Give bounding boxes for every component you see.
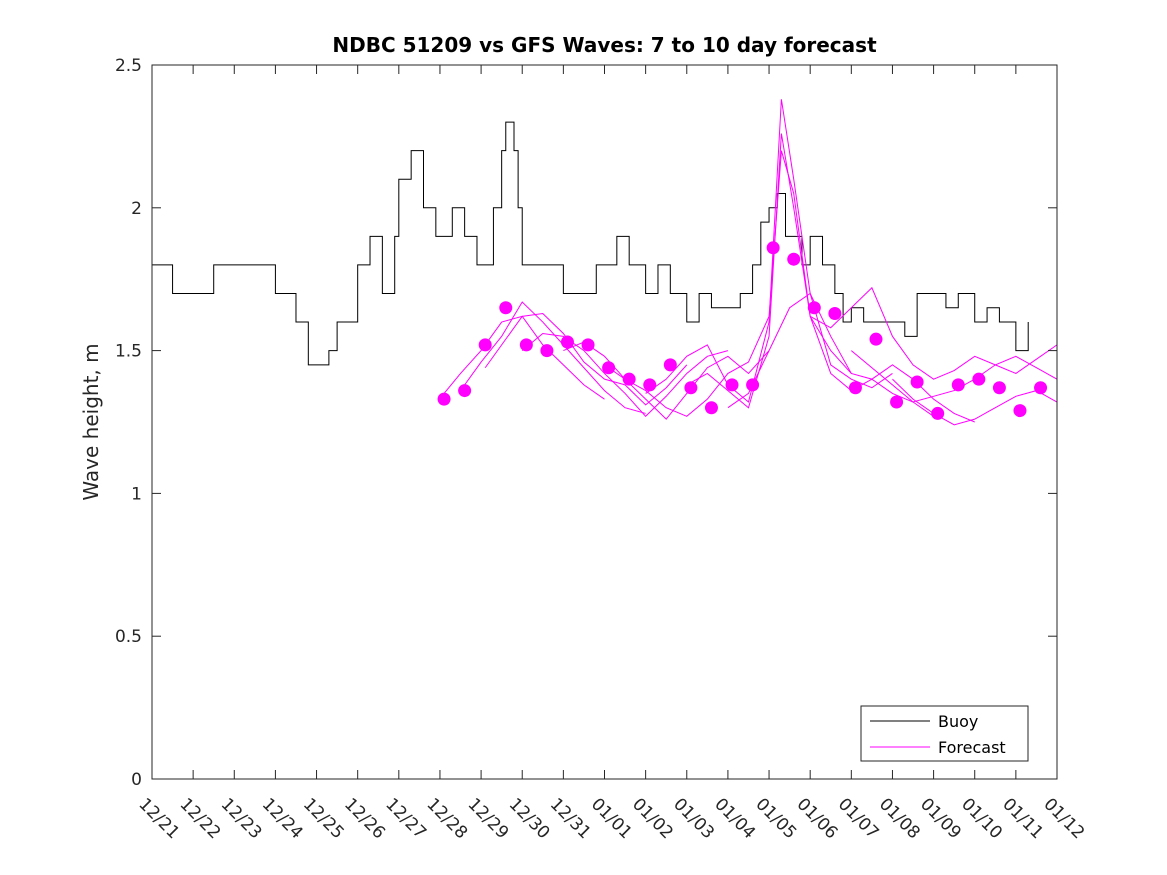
forecast-marker [478, 338, 492, 352]
legend-label-buoy: Buoy [938, 712, 978, 731]
forecast-marker [437, 392, 451, 406]
marker-layer [437, 241, 1048, 420]
plot-area [152, 65, 1057, 779]
forecast-marker [458, 384, 472, 398]
legend: Buoy Forecast [860, 705, 1029, 762]
forecast-series-line-5 [563, 341, 770, 420]
y-axis-label: Wave height, m [79, 343, 103, 500]
forecast-marker [663, 358, 677, 372]
forecast-marker [499, 301, 513, 315]
y-tick-label: 0.5 [115, 627, 142, 647]
forecast-marker [643, 378, 657, 392]
forecast-marker [1034, 381, 1048, 395]
forecast-series-line-10 [809, 286, 1058, 380]
forecast-marker [725, 378, 739, 392]
forecast-marker [540, 344, 554, 358]
forecast-series-line-9 [727, 292, 975, 423]
forecast-marker [519, 338, 533, 352]
y-tick-label: 2.5 [115, 56, 142, 76]
forecast-marker [787, 252, 801, 266]
forecast-marker [746, 378, 760, 392]
series-layer [152, 99, 1058, 426]
forecast-marker [766, 241, 780, 255]
forecast-marker [602, 361, 616, 375]
forecast-marker [828, 306, 842, 320]
y-tick-label: 2 [131, 199, 142, 219]
forecast-marker [890, 395, 904, 409]
y-tick-label: 1 [131, 484, 142, 504]
legend-label-forecast: Forecast [938, 738, 1006, 757]
forecast-marker [910, 375, 924, 389]
chart-title: NDBC 51209 vs GFS Waves: 7 to 10 day for… [332, 33, 877, 57]
forecast-marker [848, 381, 862, 395]
forecast-series-line-7 [645, 99, 893, 403]
forecast-marker [992, 381, 1006, 395]
forecast-series-line-8 [686, 133, 934, 417]
forecast-marker [684, 381, 698, 395]
forecast-series-line-2 [464, 301, 646, 414]
axes-background [152, 65, 1057, 779]
forecast-marker [972, 372, 986, 386]
forecast-series-line-12 [892, 378, 1058, 426]
forecast-marker [1013, 404, 1027, 418]
forecast-marker [931, 406, 945, 420]
forecast-marker [951, 378, 965, 392]
forecast-marker [560, 335, 574, 349]
legend-box [860, 705, 1029, 762]
y-tick-label: 1.5 [115, 342, 142, 362]
forecast-series-line-3 [484, 312, 688, 406]
buoy-series-line [152, 121, 1029, 366]
forecast-marker [581, 338, 595, 352]
forecast-series-line-11 [850, 350, 1058, 403]
forecast-marker [704, 401, 718, 415]
forecast-series-line-4 [521, 332, 729, 418]
forecast-marker [869, 332, 883, 346]
forecast-marker [622, 372, 636, 386]
forecast-marker [807, 301, 821, 315]
y-tick-label: 0 [131, 770, 142, 790]
